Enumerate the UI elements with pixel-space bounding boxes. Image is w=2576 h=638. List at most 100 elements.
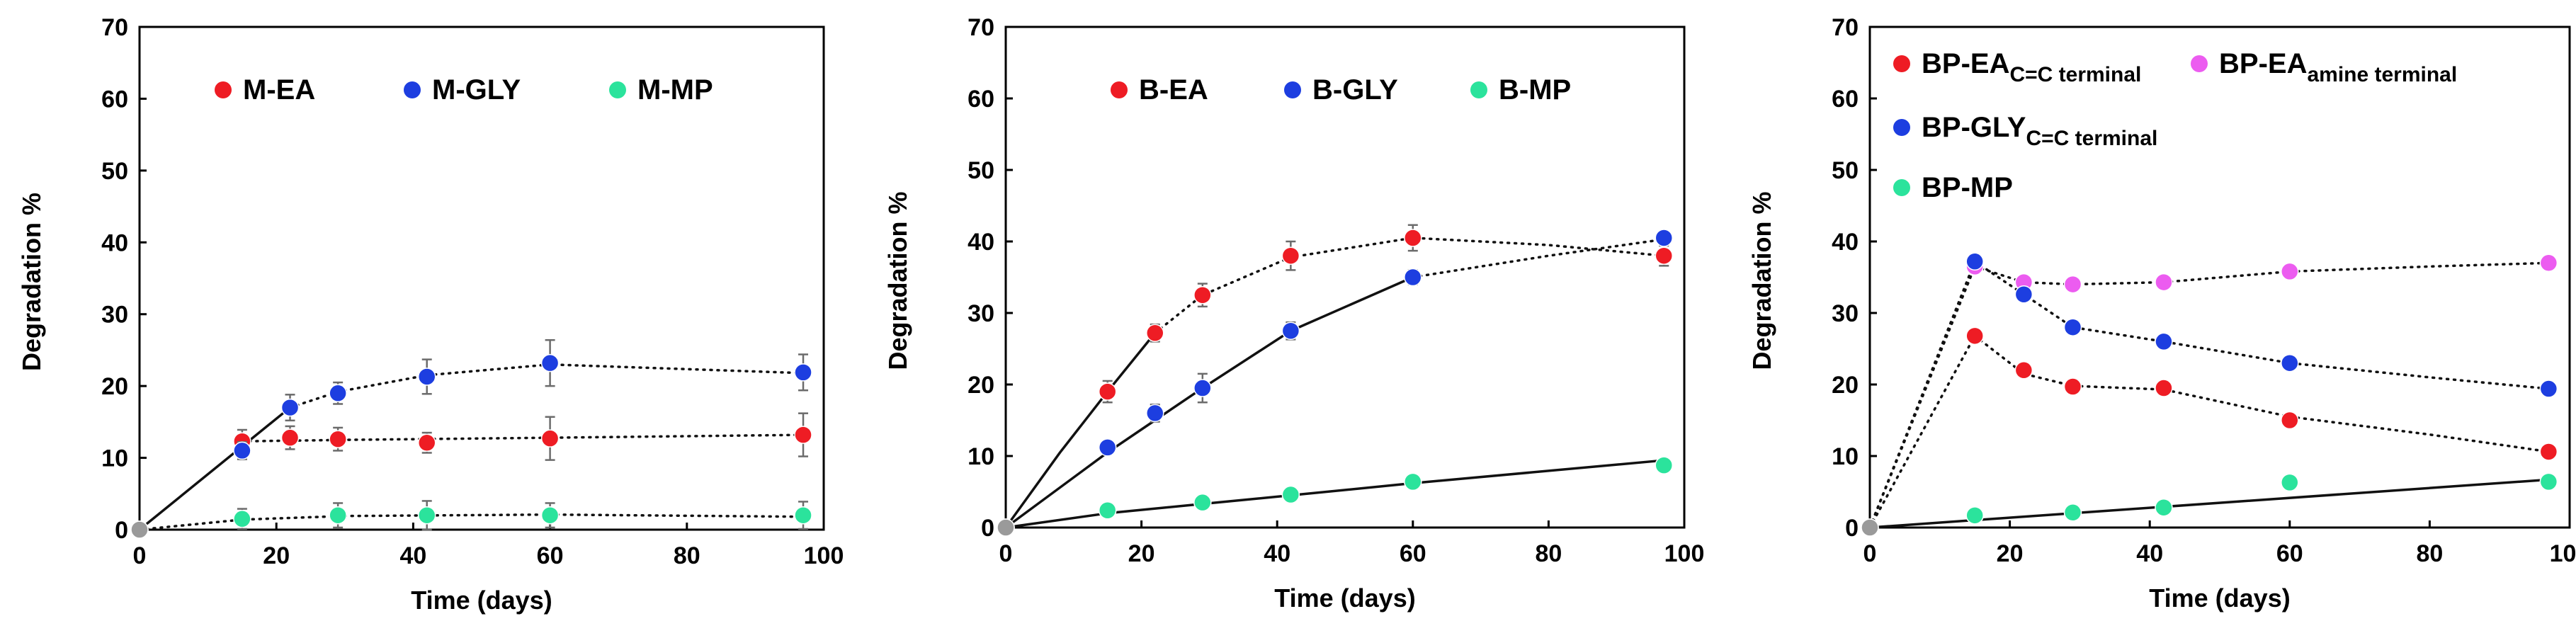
data-point: [1098, 501, 1117, 520]
data-point: [2014, 285, 2033, 304]
y-tick-label: 40: [101, 229, 128, 256]
series-bp-ea-amine-terminal: [1965, 254, 2558, 294]
data-point: [1965, 326, 1984, 346]
data-point: [1404, 229, 1422, 247]
y-tick-label: 40: [1832, 229, 1859, 256]
y-tick-label: 0: [1845, 515, 1859, 542]
data-point: [2539, 380, 2558, 398]
chart-panel-3: 0 10 20 30 40 50 60 70 0 20 40 60 80 100 Time (days) De…: [1747, 14, 2576, 613]
data-point: [2539, 254, 2558, 273]
legend-marker: [609, 81, 626, 98]
data-point: [1146, 324, 1164, 343]
x-axis-title: Time (days): [2149, 583, 2290, 613]
data-point: [2063, 275, 2082, 294]
dotted-trend-line: [1154, 237, 1666, 335]
data-point: [1861, 518, 1879, 537]
legend-label: B-GLY: [1312, 74, 1398, 106]
x-axis-title: Time (days): [411, 586, 552, 615]
legend: BP-EAC=C terminal BP-EAamine terminal BP-G…: [1893, 48, 2457, 203]
data-point: [540, 353, 560, 372]
x-tick-label: 20: [1997, 540, 2024, 567]
y-tick-label: 60: [1832, 86, 1859, 113]
data-point: [1281, 321, 1300, 340]
data-point: [1655, 229, 1674, 247]
data-point: [1281, 246, 1300, 265]
dotted-trend-line: [1868, 265, 1976, 529]
data-point: [329, 506, 347, 525]
legend-marker: [404, 81, 421, 98]
x-tick-label: 40: [2136, 540, 2163, 567]
y-tick-label: 60: [101, 86, 128, 113]
data-point: [1655, 456, 1674, 474]
y-tick-label: 70: [1832, 14, 1859, 41]
plot-frame: [1004, 25, 1686, 529]
x-tick-label: 80: [1535, 540, 1562, 567]
chart-panel-1: 0 10 20 30 40 50 60 70 0 20 40 60 80 100 Time (days) De…: [17, 14, 844, 615]
y-tick-label: 0: [115, 517, 128, 544]
series-m-ea: [130, 412, 812, 539]
legend-label-subscript: C=C terminal: [2026, 127, 2157, 150]
y-tick-label: 30: [1832, 300, 1859, 327]
data-point: [1146, 404, 1164, 423]
series-bp-mp: [1861, 472, 2558, 537]
data-point: [794, 506, 812, 525]
y-tick-label: 30: [968, 300, 994, 327]
legend-label: B-MP: [1499, 74, 1571, 106]
legend-marker: [1111, 81, 1128, 98]
data-point: [1655, 246, 1674, 265]
legend-label: B-EA: [1139, 74, 1208, 106]
solid-trend-line: [138, 406, 292, 531]
data-point: [794, 426, 812, 444]
legend-marker: [1893, 55, 1910, 72]
legend: M-EA M-GLY M-MP: [215, 74, 713, 106]
data-point: [997, 518, 1015, 537]
data-point: [794, 363, 812, 382]
dotted-trend-line: [1973, 334, 2551, 453]
data-point: [1098, 382, 1117, 401]
data-point: [1965, 252, 1984, 271]
legend-marker: [2191, 55, 2208, 72]
y-tick-label: 50: [101, 158, 128, 185]
x-tick-label: 60: [2276, 540, 2303, 567]
plot-frame: [138, 25, 825, 531]
solid-trend-line: [1004, 331, 1157, 529]
data-point: [329, 430, 347, 448]
y-axis-title: Degradation %: [1747, 191, 1776, 370]
data-point: [2539, 443, 2558, 461]
legend-marker: [215, 81, 232, 98]
legend-marker: [1893, 179, 1910, 196]
y-tick-label: 40: [968, 229, 994, 256]
legend-marker: [1893, 119, 1910, 136]
x-tick-label: 60: [537, 542, 564, 569]
x-tick-label: 0: [999, 540, 1013, 567]
y-tick-label: 60: [968, 86, 994, 113]
dotted-trend-line: [241, 433, 805, 443]
data-point: [130, 520, 149, 539]
y-tick-label: 20: [101, 373, 128, 400]
legend-label-subscript: amine terminal: [2307, 63, 2457, 86]
data-point: [233, 441, 251, 460]
x-tick-label: 60: [1400, 540, 1426, 567]
legend-label: BP-MP: [1922, 172, 2013, 203]
x-tick-label: 80: [674, 542, 700, 569]
data-point: [233, 510, 251, 528]
data-point: [1404, 472, 1422, 491]
y-tick-label: 20: [968, 372, 994, 399]
data-point: [2539, 472, 2558, 491]
legend-label: M-GLY: [432, 74, 521, 106]
x-tick-label: 100: [1664, 540, 1705, 567]
data-point: [1965, 506, 1984, 525]
data-point: [2155, 498, 2173, 517]
plot-frame: [1868, 25, 2571, 529]
data-point: [540, 429, 560, 448]
data-point: [2155, 379, 2173, 397]
chart-panel-2: 0 10 20 30 40 50 60 70 0 20 40 60 80 100 Time (days) De…: [883, 14, 1704, 613]
y-axis-title: Degradation %: [17, 193, 46, 371]
legend-label: BP-EAC=C terminal: [1922, 48, 2141, 86]
series-b-ea: [997, 224, 1674, 537]
legend-label: M-EA: [243, 74, 315, 106]
data-point: [2155, 332, 2173, 351]
series-m-mp: [130, 500, 812, 539]
data-point: [1193, 493, 1212, 512]
